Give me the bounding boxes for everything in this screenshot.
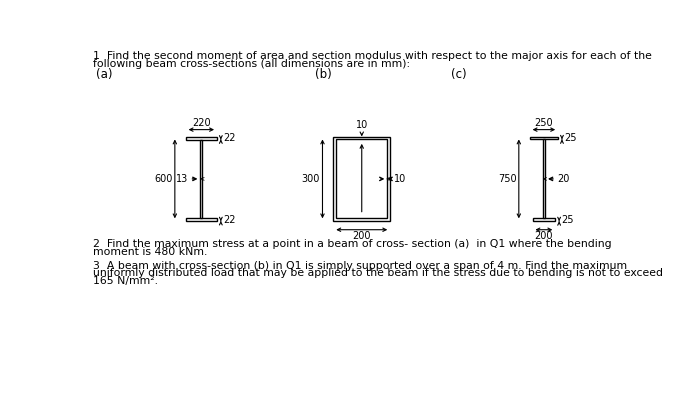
Text: 10: 10: [394, 174, 406, 184]
Text: following beam cross-sections (all dimensions are in mm):: following beam cross-sections (all dimen…: [93, 59, 410, 69]
Text: 3  A beam with cross-section (b) in Q1 is simply supported over a span of 4 m. F: 3 A beam with cross-section (b) in Q1 is…: [93, 260, 627, 270]
Bar: [200, 140, 202, 218]
Text: 750: 750: [498, 174, 516, 184]
Text: 200: 200: [534, 231, 553, 241]
Text: 250: 250: [534, 118, 553, 128]
Text: 200: 200: [353, 231, 371, 241]
Bar: [543, 139, 545, 218]
Bar: [186, 136, 217, 140]
Text: moment is 480 kNm.: moment is 480 kNm.: [93, 247, 207, 257]
Bar: [532, 218, 555, 221]
Bar: [186, 218, 217, 221]
Text: 10: 10: [356, 120, 368, 130]
Text: (b): (b): [315, 68, 332, 81]
Text: (c): (c): [451, 68, 466, 81]
Bar: [336, 139, 387, 218]
Text: 600: 600: [154, 174, 173, 184]
Bar: [529, 136, 558, 139]
Text: 22: 22: [223, 215, 236, 225]
Text: 2  Find the maximum stress at a point in a beam of cross- section (a)  in Q1 whe: 2 Find the maximum stress at a point in …: [93, 239, 611, 249]
Bar: [333, 136, 390, 221]
Text: 20: 20: [557, 174, 570, 184]
Text: 165 N/mm².: 165 N/mm².: [93, 276, 158, 286]
Text: uniformly distributed load that may be applied to the beam if the stress due to : uniformly distributed load that may be a…: [93, 268, 663, 278]
Text: 25: 25: [564, 133, 577, 143]
Text: 220: 220: [192, 118, 211, 128]
Text: (a): (a): [96, 68, 112, 81]
Text: 13: 13: [176, 174, 188, 184]
Text: 25: 25: [561, 215, 574, 225]
Text: 22: 22: [223, 133, 236, 143]
Text: 300: 300: [301, 174, 320, 184]
Text: 1  Find the second moment of area and section modulus with respect to the major : 1 Find the second moment of area and sec…: [93, 51, 651, 61]
